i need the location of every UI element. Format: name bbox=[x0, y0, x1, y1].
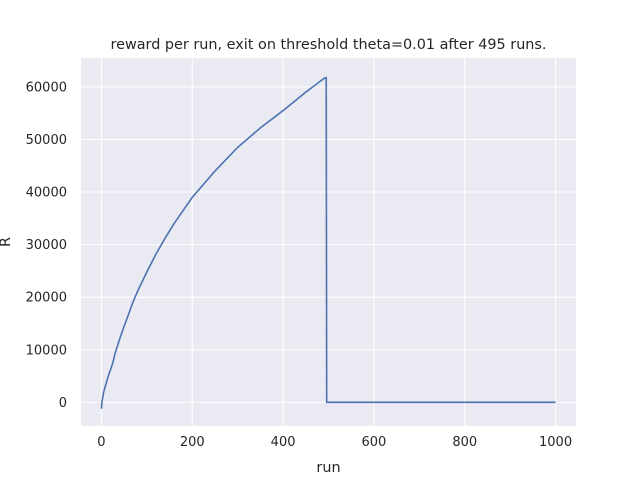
tick-labels: 0 200 400 600 800 100001000020000300004000050… bbox=[26, 80, 572, 450]
y-tick-label: 50000 bbox=[26, 133, 67, 148]
y-tick-label: 10000 bbox=[26, 343, 67, 358]
x-tick-label: 1000 bbox=[539, 435, 572, 450]
series-layer bbox=[100, 76, 556, 409]
x-tick-label: 800 bbox=[452, 435, 477, 450]
series-line bbox=[100, 76, 556, 409]
grid bbox=[81, 58, 576, 426]
x-axis-label: run bbox=[316, 460, 340, 476]
x-tick-label: 400 bbox=[271, 435, 296, 450]
x-tick-label: 200 bbox=[180, 435, 205, 450]
y-axis-label: R bbox=[0, 237, 14, 247]
y-tick-label: 60000 bbox=[26, 80, 67, 95]
plot-area bbox=[81, 58, 576, 426]
x-tick-label: 0 bbox=[97, 435, 105, 450]
x-tick-label: 600 bbox=[361, 435, 386, 450]
y-tick-label: 40000 bbox=[26, 186, 67, 201]
y-tick-label: 30000 bbox=[26, 238, 67, 253]
y-tick-label: 20000 bbox=[26, 291, 67, 306]
y-tick-label: 0 bbox=[59, 396, 67, 411]
chart-title: reward per run, exit on threshold theta=… bbox=[110, 37, 546, 53]
